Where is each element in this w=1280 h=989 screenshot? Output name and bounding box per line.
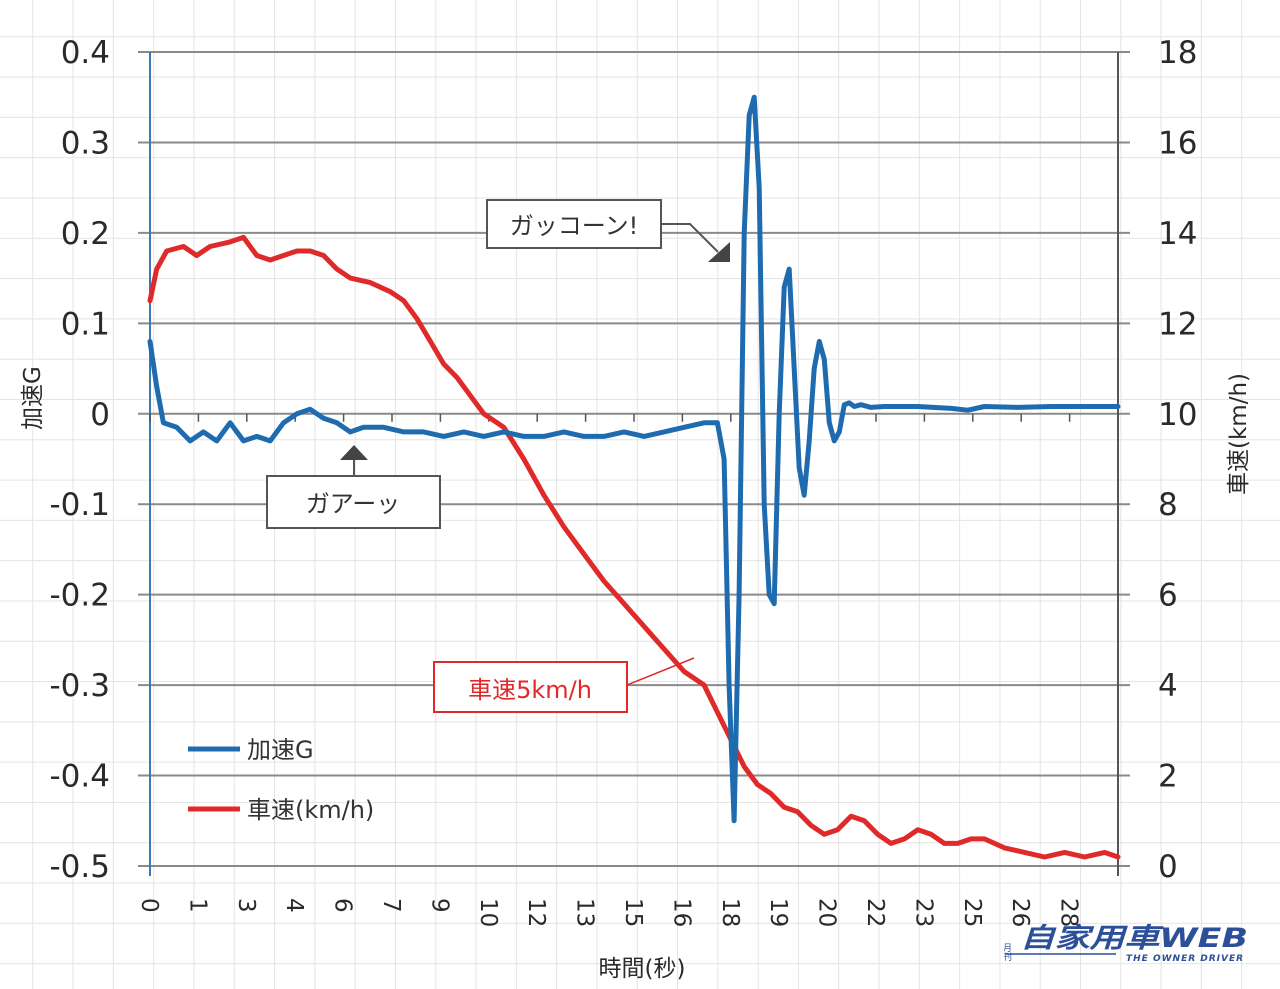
y2-tick-label: 10 bbox=[1158, 397, 1197, 433]
x-tick-label: 12 bbox=[523, 898, 549, 927]
callout-gaaa: ガアーッ bbox=[266, 445, 441, 529]
x-axis-title: 時間(秒) bbox=[599, 956, 686, 982]
x-tick-label: 26 bbox=[1007, 898, 1033, 927]
y2-tick-label: 2 bbox=[1158, 759, 1178, 795]
y-tick-label: 0.3 bbox=[61, 125, 110, 161]
y-tick-label: -0.4 bbox=[50, 759, 111, 795]
y-tick-label: -0.5 bbox=[50, 849, 111, 885]
logo-prefix: 月刊 bbox=[1004, 943, 1012, 962]
x-tick-label: 20 bbox=[814, 898, 840, 927]
callout-gakkon: ガッコーン! bbox=[486, 199, 730, 262]
callout-gakkon-text: ガッコーン! bbox=[510, 212, 638, 240]
logo-main: 自家用車WEB bbox=[1020, 923, 1248, 954]
legend-speed-label: 車速(km/h) bbox=[247, 796, 374, 824]
y2-tick-label: 16 bbox=[1158, 125, 1197, 161]
y-tick-label: -0.2 bbox=[50, 578, 111, 614]
y2-tick-label: 0 bbox=[1158, 849, 1178, 885]
y-tick-label: 0.4 bbox=[61, 35, 110, 71]
x-tick-label: 23 bbox=[910, 898, 936, 927]
x-tick-label: 0 bbox=[136, 898, 162, 913]
y2-tick-label: 14 bbox=[1158, 216, 1197, 252]
callout-speed-5kmh: 車速5km/h bbox=[433, 657, 695, 713]
arrow-up-icon bbox=[340, 445, 368, 460]
y-tick-label: -0.1 bbox=[50, 487, 111, 523]
x-tick-label: 13 bbox=[572, 898, 598, 927]
callout-speed-text: 車速5km/h bbox=[468, 676, 592, 704]
logo-subtitle: THE OWNER DRIVER bbox=[1126, 954, 1244, 964]
y-axis-left-ticks: 0.4 0.3 0.2 0.1 0 -0.1 -0.2 -0.3 -0.4 -0.5 bbox=[50, 35, 111, 885]
y-tick-label: 0 bbox=[90, 397, 110, 433]
legend-accel-label: 加速G bbox=[247, 736, 314, 764]
x-tick-label: 4 bbox=[281, 898, 307, 913]
y2-tick-label: 6 bbox=[1158, 578, 1178, 614]
y2-tick-label: 4 bbox=[1158, 668, 1178, 704]
y2-tick-label: 12 bbox=[1158, 306, 1197, 342]
x-tick-label: 6 bbox=[330, 898, 356, 913]
x-tick-label: 25 bbox=[959, 898, 985, 927]
speed-series-line bbox=[147, 234, 1121, 860]
arrow-down-right-icon bbox=[708, 242, 730, 262]
callout-gaaa-text: ガアーッ bbox=[306, 490, 401, 518]
y-tick-label: 0.2 bbox=[61, 216, 110, 252]
y-axis-right-ticks: 18 16 14 12 10 8 6 4 2 0 bbox=[1158, 35, 1197, 885]
accel-series-line bbox=[147, 94, 1121, 824]
watermark-logo: 月刊 自家用車WEB THE OWNER DRIVER bbox=[1001, 921, 1254, 969]
x-tick-label: 15 bbox=[620, 898, 646, 927]
y-tick-label: 0.1 bbox=[61, 306, 110, 342]
y-tick-label: -0.3 bbox=[50, 668, 111, 704]
x-tick-label: 9 bbox=[426, 898, 452, 913]
x-tick-label: 18 bbox=[717, 898, 743, 927]
y2-tick-label: 8 bbox=[1158, 487, 1178, 523]
x-tick-label: 19 bbox=[765, 898, 791, 927]
x-axis-ticks: 0 1 3 4 6 7 9 10 12 13 15 16 18 19 20 22 23 25 26 28 bbox=[136, 898, 1082, 927]
x-tick-label: 28 bbox=[1056, 898, 1082, 927]
x-tick-label: 1 bbox=[184, 898, 210, 913]
y2-tick-label: 18 bbox=[1158, 35, 1197, 71]
legend: 加速G 車速(km/h) bbox=[188, 736, 374, 824]
x-tick-label: 7 bbox=[378, 898, 404, 913]
y-axis-title: 加速G bbox=[20, 366, 46, 430]
callout-gakkon-leader bbox=[661, 223, 719, 253]
x-tick-label: 22 bbox=[862, 898, 888, 927]
y2-axis-title: 車速(km/h) bbox=[1226, 373, 1252, 495]
x-tick-label: 10 bbox=[475, 898, 501, 927]
x-tick-label: 3 bbox=[233, 898, 259, 913]
axes bbox=[149, 52, 1119, 876]
x-tick-label: 16 bbox=[668, 898, 694, 927]
